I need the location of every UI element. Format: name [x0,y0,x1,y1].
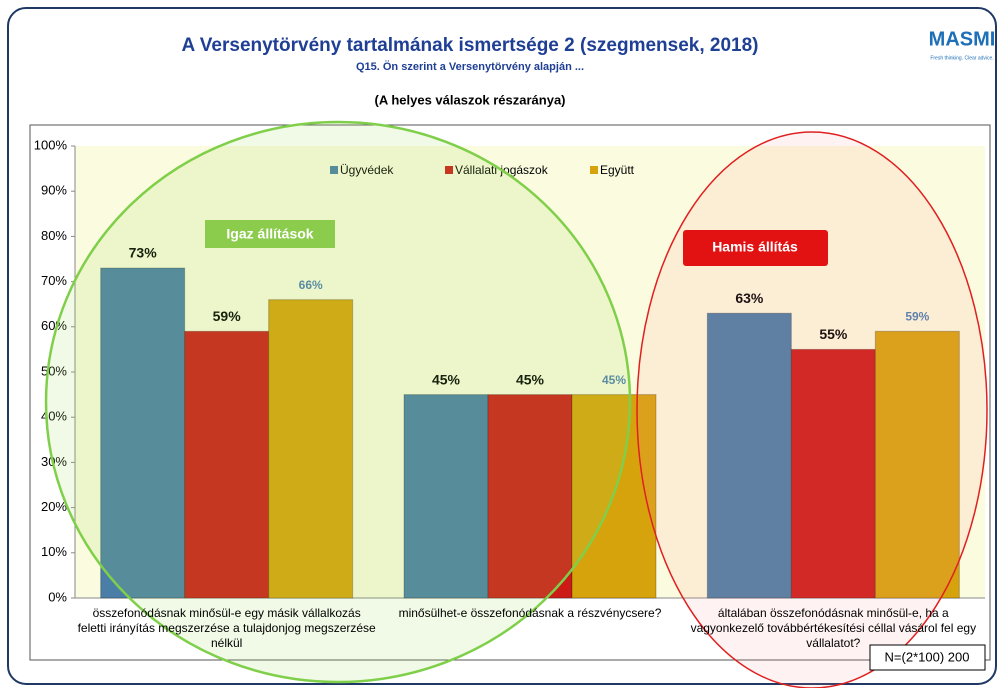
tagline: Fresh thinking. Clear advice. [930,55,993,61]
x-tick-label: összefonódásnak minősül-e egy másik váll… [77,606,376,650]
y-tick-label: 0% [48,589,67,604]
bar [100,267,186,599]
value-label: 59% [213,308,242,324]
y-tick-label: 70% [41,273,67,288]
true-box [205,220,335,248]
y-tick-label: 100% [34,137,68,152]
bar [403,394,489,599]
false-ellipse [636,131,988,688]
legend-swatch [590,166,598,174]
note: (A helyes válaszok részaránya) [374,92,565,107]
y-tick-label: 90% [41,183,67,198]
logo: MASMI [929,28,996,50]
value-label: 73% [129,245,158,261]
value-label: 45% [516,371,545,387]
y-tick-label: 30% [41,454,67,469]
bar [184,330,270,599]
annotation: N=(2*100) 200 [885,649,970,664]
bar [706,312,792,599]
value-label: 59% [905,309,929,323]
value-label: 45% [432,371,461,387]
n-box [869,644,986,671]
legend-swatch [330,166,338,174]
bar [874,330,960,599]
chart-title: A Versenytörvény tartalmának ismertsége … [182,35,759,56]
bar [487,394,573,599]
y-tick-label: 20% [41,499,67,514]
annotation: Hamis állítás [712,239,798,255]
legend-label: Ügyvédek [340,163,394,177]
x-tick-label: minősülhet-e összefonódásnak a részvényc… [398,606,662,620]
true-ellipse [44,120,632,684]
x-tick-label: általában összefonódásnak minősül-e, ha … [690,606,977,650]
y-tick-label: 60% [41,318,67,333]
value-label: 66% [299,278,323,292]
y-tick-label: 10% [41,544,67,559]
bar [268,299,354,599]
value-label: 45% [602,373,626,387]
value-label: 63% [735,290,764,306]
false-box [683,230,828,266]
annotation: Igaz állítások [226,226,313,242]
bar [790,348,876,599]
legend-swatch [445,166,453,174]
legend-label: Együtt [600,163,635,177]
y-tick-label: 80% [41,228,67,243]
value-label: 55% [819,326,848,342]
subtitle: Q15. Ön szerint a Versenytörvény alapján… [356,60,584,73]
